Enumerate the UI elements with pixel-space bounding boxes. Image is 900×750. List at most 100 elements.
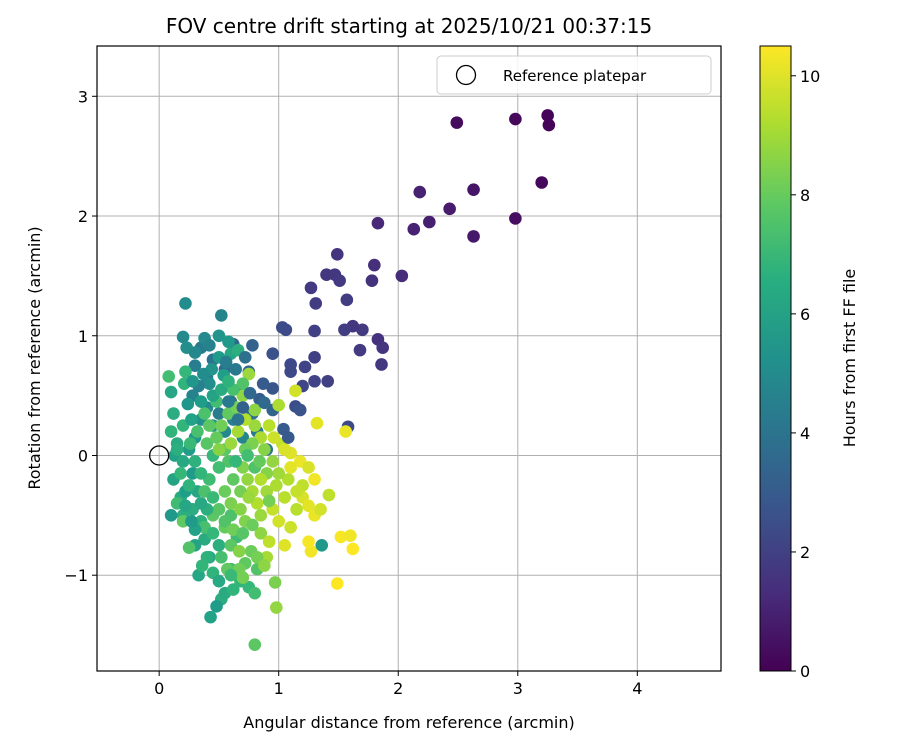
data-point	[262, 419, 276, 432]
data-point	[248, 638, 262, 651]
data-point	[198, 407, 211, 420]
y-axis-label: Rotation from reference (arcmin)	[25, 226, 44, 489]
data-point	[191, 425, 204, 438]
y-axis-ticks: −1 0 1 2 3	[64, 87, 97, 585]
data-point	[222, 395, 235, 408]
data-point	[302, 535, 315, 548]
data-point	[262, 535, 276, 548]
data-point	[315, 538, 329, 552]
data-point	[467, 183, 480, 196]
data-point	[304, 544, 318, 558]
data-point	[509, 112, 522, 126]
data-point	[334, 530, 348, 544]
data-point	[330, 577, 344, 590]
data-point	[203, 377, 216, 390]
data-point	[267, 431, 281, 444]
data-point	[256, 377, 270, 390]
data-point	[204, 610, 217, 624]
data-point	[222, 374, 235, 388]
data-point	[226, 523, 240, 537]
data-point	[443, 202, 456, 216]
data-point	[320, 268, 333, 281]
data-point	[200, 437, 214, 450]
data-point	[226, 473, 240, 486]
data-point	[176, 455, 190, 468]
data-point	[279, 323, 293, 337]
data-point	[302, 461, 315, 474]
data-point	[278, 443, 291, 456]
data-point	[236, 527, 250, 540]
data-point	[241, 473, 254, 486]
data-point	[310, 416, 324, 430]
data-point	[231, 425, 245, 438]
data-point	[542, 118, 556, 132]
data-point	[330, 248, 344, 261]
data-point	[450, 116, 464, 129]
data-point	[290, 503, 303, 516]
data-point	[254, 527, 268, 540]
data-point	[281, 473, 295, 486]
data-point	[226, 583, 240, 596]
data-point	[365, 274, 379, 287]
data-point	[346, 542, 360, 556]
x-tick-label: 2	[393, 679, 403, 698]
data-point	[248, 586, 262, 600]
colorbar-tick-label: 0	[800, 662, 810, 681]
x-tick-label: 1	[274, 679, 284, 698]
data-point	[179, 297, 192, 310]
data-point	[229, 362, 242, 376]
data-point	[423, 215, 436, 229]
data-point	[272, 467, 286, 480]
data-point	[179, 499, 192, 513]
colorbar: 0 2 4 6 8 10 Hours from first FF file	[759, 45, 859, 681]
data-point	[248, 419, 262, 432]
data-point	[219, 355, 233, 369]
data-point	[182, 541, 196, 554]
data-point	[179, 365, 192, 378]
data-point	[254, 473, 268, 486]
data-point	[215, 419, 228, 432]
data-point	[183, 437, 197, 450]
colorbar-gradient	[759, 45, 792, 672]
data-point	[304, 281, 318, 295]
data-point	[344, 529, 357, 543]
data-point	[260, 485, 274, 498]
data-point	[164, 385, 178, 399]
data-point	[309, 297, 323, 310]
data-point	[250, 550, 264, 564]
colorbar-ticks: 0 2 4 6 8 10	[791, 67, 820, 681]
data-point	[167, 407, 180, 420]
data-point	[308, 473, 321, 486]
data-point	[289, 384, 302, 398]
data-point	[242, 367, 256, 381]
data-point	[215, 309, 228, 322]
data-point	[308, 351, 321, 364]
data-point	[253, 455, 266, 468]
data-point	[322, 488, 336, 502]
data-point	[272, 398, 286, 412]
data-point	[185, 515, 198, 528]
data-point	[232, 544, 246, 558]
data-point	[254, 509, 268, 522]
data-point	[278, 491, 291, 504]
data-point	[206, 527, 220, 540]
colorbar-label: Hours from first FF file	[840, 269, 859, 448]
colorbar-tick-label: 10	[800, 67, 820, 86]
data-point	[186, 374, 199, 388]
data-point	[203, 339, 216, 352]
data-point	[270, 479, 283, 492]
data-point	[162, 370, 176, 383]
data-point	[262, 494, 276, 508]
data-point	[413, 185, 427, 199]
colorbar-tick-label: 2	[800, 543, 810, 562]
data-point	[195, 559, 209, 572]
data-point	[222, 335, 235, 349]
data-point	[371, 216, 385, 230]
data-point	[333, 274, 346, 287]
data-point	[241, 449, 254, 462]
data-points	[162, 109, 556, 651]
data-point	[197, 367, 210, 381]
data-point	[266, 347, 280, 361]
data-point	[164, 425, 178, 438]
data-point	[188, 346, 202, 359]
